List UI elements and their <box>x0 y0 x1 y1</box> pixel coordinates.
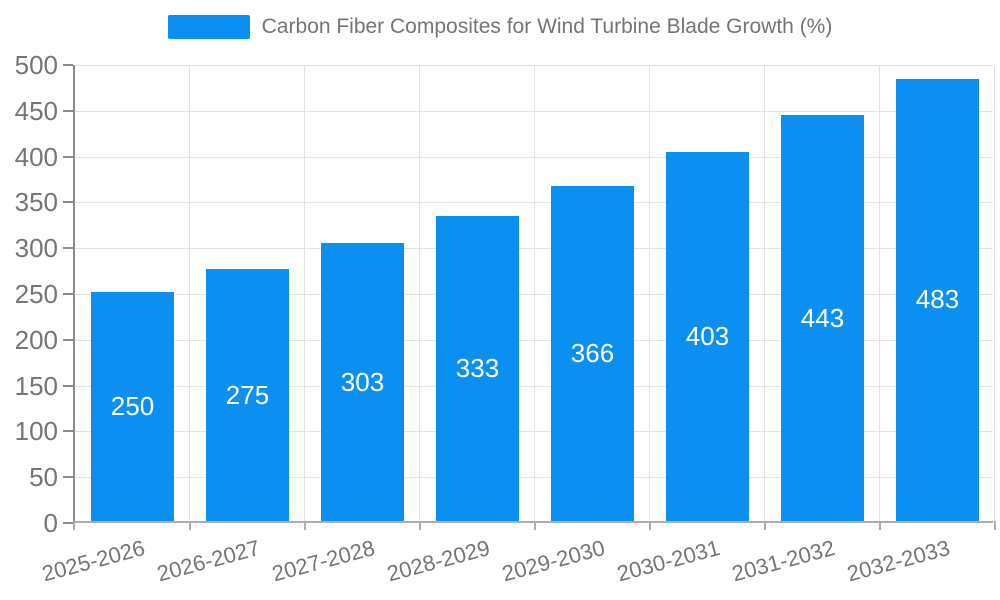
y-axis-label: 50 <box>29 462 58 493</box>
x-axis-tick <box>419 521 421 530</box>
y-axis-label: 500 <box>14 50 58 80</box>
bar[interactable]: 250 <box>91 292 174 521</box>
y-axis-tick <box>63 476 73 479</box>
gridline-vertical <box>879 65 880 521</box>
x-axis-tick <box>994 521 996 530</box>
gridline-vertical <box>764 65 765 521</box>
x-axis-tick <box>764 521 766 530</box>
y-axis-tick <box>63 338 73 341</box>
x-axis-tick <box>534 521 536 530</box>
x-axis-tick <box>649 521 651 530</box>
legend-item[interactable]: Carbon Fiber Composites for Wind Turbine… <box>167 15 833 39</box>
gridline-vertical <box>534 65 535 521</box>
y-axis-label: 350 <box>14 187 58 218</box>
y-axis-tick <box>63 430 73 433</box>
plot-area: 250 275 303 333 366 403 443 483 <box>63 64 996 530</box>
bar-value-label: 483 <box>915 284 960 315</box>
gridline-vertical <box>649 65 650 521</box>
chart-legend: Carbon Fiber Composites for Wind Turbine… <box>0 15 1000 39</box>
y-axis-tick <box>63 155 73 158</box>
y-axis-label: 200 <box>14 324 58 355</box>
x-axis-labels: 2025-2026 2026-2027 2027-2028 2028-2029 2029… <box>39 529 993 599</box>
bar[interactable]: 275 <box>206 269 289 521</box>
x-axis-tick <box>73 521 75 530</box>
y-axis-labels: 0 50 100 150 200 250 300 350 400 450 500 <box>0 51 58 537</box>
bar-value-label: 443 <box>800 302 845 333</box>
y-axis-tick <box>63 384 73 387</box>
y-axis-tick <box>63 293 73 295</box>
bar[interactable]: 443 <box>781 115 864 521</box>
bar-value-label: 303 <box>340 366 385 397</box>
y-axis-tick <box>63 522 73 524</box>
bar[interactable]: 333 <box>436 215 519 521</box>
y-axis-label: 450 <box>14 95 58 126</box>
bar[interactable]: 366 <box>551 185 634 521</box>
bar-value-label: 333 <box>455 352 500 383</box>
y-axis-label: 150 <box>14 370 58 401</box>
bar-value-label: 403 <box>685 320 730 351</box>
y-axis-label: 0 <box>43 508 58 538</box>
legend-label: Carbon Fiber Composites for Wind Turbine… <box>261 15 833 38</box>
y-axis-label: 300 <box>14 233 58 264</box>
y-axis-tick <box>63 109 73 112</box>
bar[interactable]: 483 <box>896 78 979 521</box>
gridline-vertical <box>994 65 995 521</box>
y-axis-label: 250 <box>14 279 58 309</box>
x-axis-tick <box>879 521 881 530</box>
bar-value-label: 366 <box>570 337 615 368</box>
gridline-vertical <box>189 65 190 521</box>
y-axis-tick <box>63 201 73 204</box>
gridline-vertical <box>304 65 305 521</box>
gridline-vertical <box>419 65 420 521</box>
x-axis-tick <box>304 521 306 530</box>
bar-value-label: 275 <box>225 379 270 410</box>
x-axis-tick <box>189 521 191 530</box>
bar[interactable]: 403 <box>666 151 749 521</box>
y-axis-label: 400 <box>14 141 58 172</box>
legend-swatch-icon <box>167 15 250 39</box>
y-axis-tick <box>63 247 73 250</box>
bar[interactable]: 303 <box>321 243 404 521</box>
bar-value-label: 250 <box>110 391 155 421</box>
y-axis-tick <box>63 64 73 66</box>
y-axis-label: 100 <box>14 416 58 447</box>
